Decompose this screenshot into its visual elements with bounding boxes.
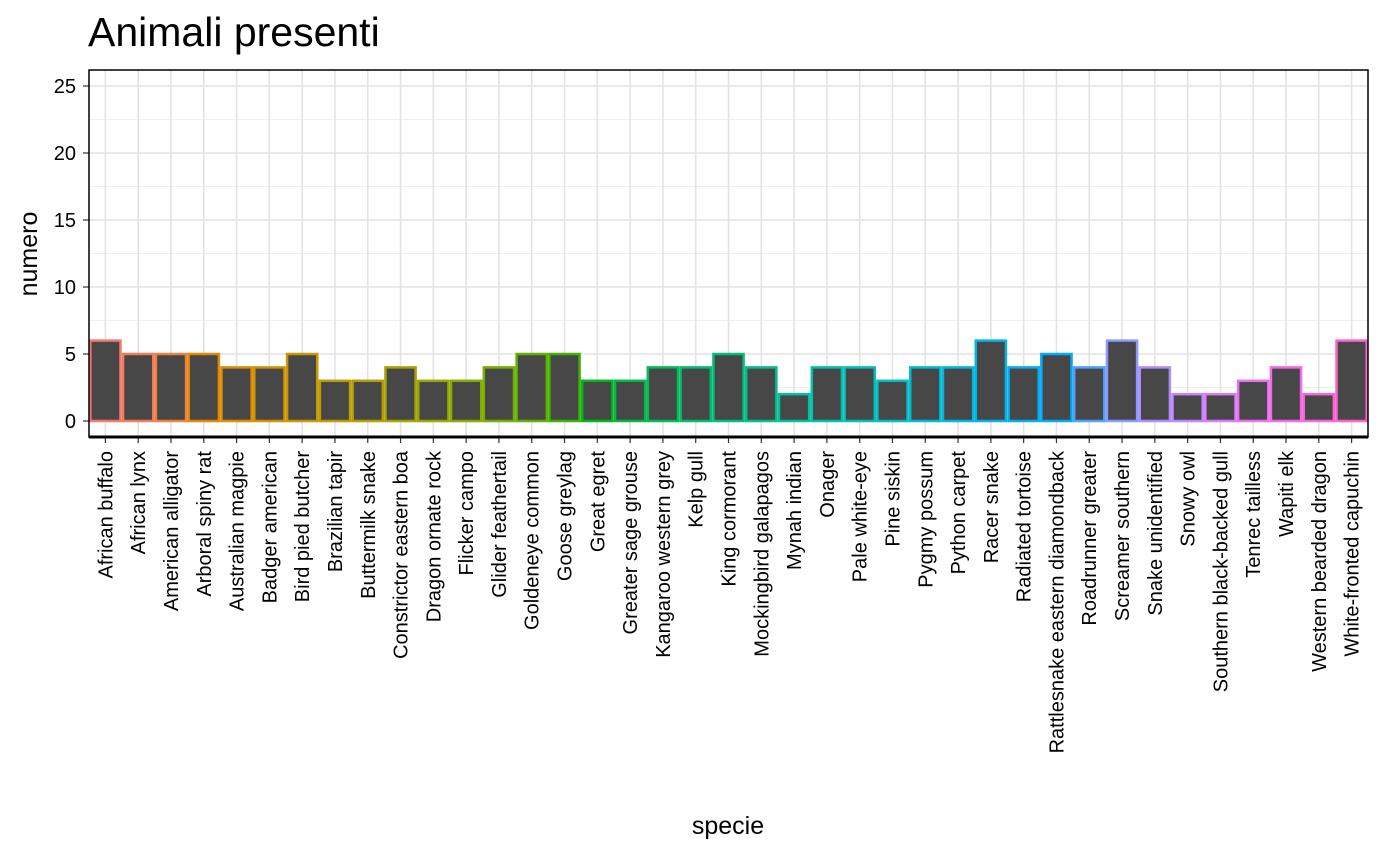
x-tick-label: Rattlesnake eastern diamondback — [1046, 450, 1068, 753]
bar — [974, 339, 1008, 423]
y-tick-label: 5 — [65, 344, 76, 366]
y-tick-label: 20 — [54, 143, 76, 165]
x-tick-label: Glider feathertail — [489, 451, 511, 598]
x-tick-label: Brazilian tapir — [325, 451, 347, 573]
bar — [679, 366, 713, 423]
x-axis-title: specie — [692, 812, 764, 840]
x-tick-label: Constrictor eastern boa — [391, 450, 413, 659]
x-tick-label: Mynah indian — [784, 451, 806, 570]
bar — [1007, 366, 1040, 423]
x-tick-label: African lynx — [128, 451, 150, 554]
x-tick-label: Buttermilk snake — [358, 451, 380, 599]
x-tick-label: Goldeneye common — [522, 451, 544, 630]
bar — [712, 352, 745, 423]
x-tick-label: Radiated tortoise — [1014, 451, 1036, 602]
chart-title: Animali presenti — [88, 9, 380, 55]
bar — [121, 352, 155, 423]
bar — [777, 392, 811, 423]
bar — [876, 379, 909, 423]
x-tick-label: Tenrec tailless — [1243, 451, 1265, 578]
x-tick-label: Southern black-backed gull — [1210, 451, 1232, 692]
bar — [384, 366, 417, 423]
x-tick-label: Greater sage grouse — [620, 451, 642, 634]
bar — [908, 366, 942, 423]
bar — [482, 366, 516, 423]
x-tick-label: Onager — [817, 451, 839, 518]
x-tick-label: Python carpet — [948, 451, 970, 575]
bar — [318, 379, 352, 423]
bar — [89, 339, 122, 423]
bars — [89, 339, 1368, 423]
x-tick-label: Bird pied butcher — [292, 451, 314, 603]
x-tick-label: Great egret — [587, 451, 609, 553]
x-tick-label: Western bearded dragon — [1309, 451, 1331, 672]
bar — [417, 379, 450, 423]
x-tick-label: White-fronted capuchin — [1342, 451, 1364, 657]
bar — [515, 352, 549, 423]
x-tick-label: Dragon ornate rock — [423, 450, 445, 622]
x-tick-label: Flicker campo — [456, 451, 478, 575]
bar — [810, 366, 844, 423]
x-axis: African buffalo African lynx American alli… — [95, 437, 1364, 753]
bar — [1105, 339, 1139, 423]
bar — [285, 352, 319, 423]
y-axis: 0 5 10 15 20 25 — [54, 76, 89, 433]
bar — [449, 379, 483, 423]
x-tick-label: King cormorant — [719, 451, 741, 587]
x-tick-label: Kelp gull — [686, 451, 708, 528]
bar — [351, 379, 385, 423]
x-tick-label: Pygmy possum — [915, 451, 937, 588]
bar — [843, 366, 877, 423]
bar — [646, 366, 680, 423]
x-tick-label: Snake unidentified — [1145, 451, 1167, 616]
bar — [548, 352, 581, 423]
bar — [253, 366, 286, 423]
y-tick-label: 0 — [65, 411, 76, 433]
x-tick-label: Screamer southern — [1112, 451, 1134, 621]
x-tick-label: Racer snake — [981, 451, 1003, 563]
bar — [744, 366, 778, 423]
bar — [1171, 392, 1204, 423]
x-tick-label: Goose greylag — [555, 451, 577, 581]
x-tick-label: Pale white-eye — [850, 451, 872, 582]
bar — [187, 352, 221, 423]
bar — [1236, 379, 1270, 423]
x-tick-label: African buffalo — [95, 451, 117, 579]
x-tick-label: Arboral spiny rat — [194, 451, 216, 597]
x-tick-label: Pine siskin — [882, 451, 904, 547]
x-tick-label: Mockingbird galapagos — [751, 451, 773, 657]
y-tick-label: 10 — [54, 277, 76, 299]
bar — [1302, 392, 1336, 423]
bar — [1335, 339, 1368, 423]
x-tick-label: Snowy owl — [1178, 451, 1200, 547]
bar — [613, 379, 647, 423]
bar — [1204, 392, 1237, 423]
x-tick-label: Badger american — [259, 451, 281, 603]
y-tick-label: 15 — [54, 210, 76, 232]
y-tick-label: 25 — [54, 76, 76, 98]
bar — [941, 366, 975, 423]
bar — [1138, 366, 1172, 423]
bar — [154, 352, 188, 423]
x-tick-label: Roadrunner greater — [1079, 451, 1101, 626]
x-tick-label: Kangaroo western grey — [653, 451, 675, 658]
bar — [580, 379, 614, 423]
bar — [220, 366, 253, 423]
y-axis-title: numero — [15, 212, 43, 297]
x-tick-label: Australian magpie — [227, 451, 249, 611]
bar — [1269, 366, 1303, 423]
x-tick-label: American alligator — [161, 451, 183, 611]
x-tick-label: Wapiti elk — [1276, 450, 1298, 537]
bar — [1072, 366, 1106, 423]
bar — [1040, 352, 1073, 423]
